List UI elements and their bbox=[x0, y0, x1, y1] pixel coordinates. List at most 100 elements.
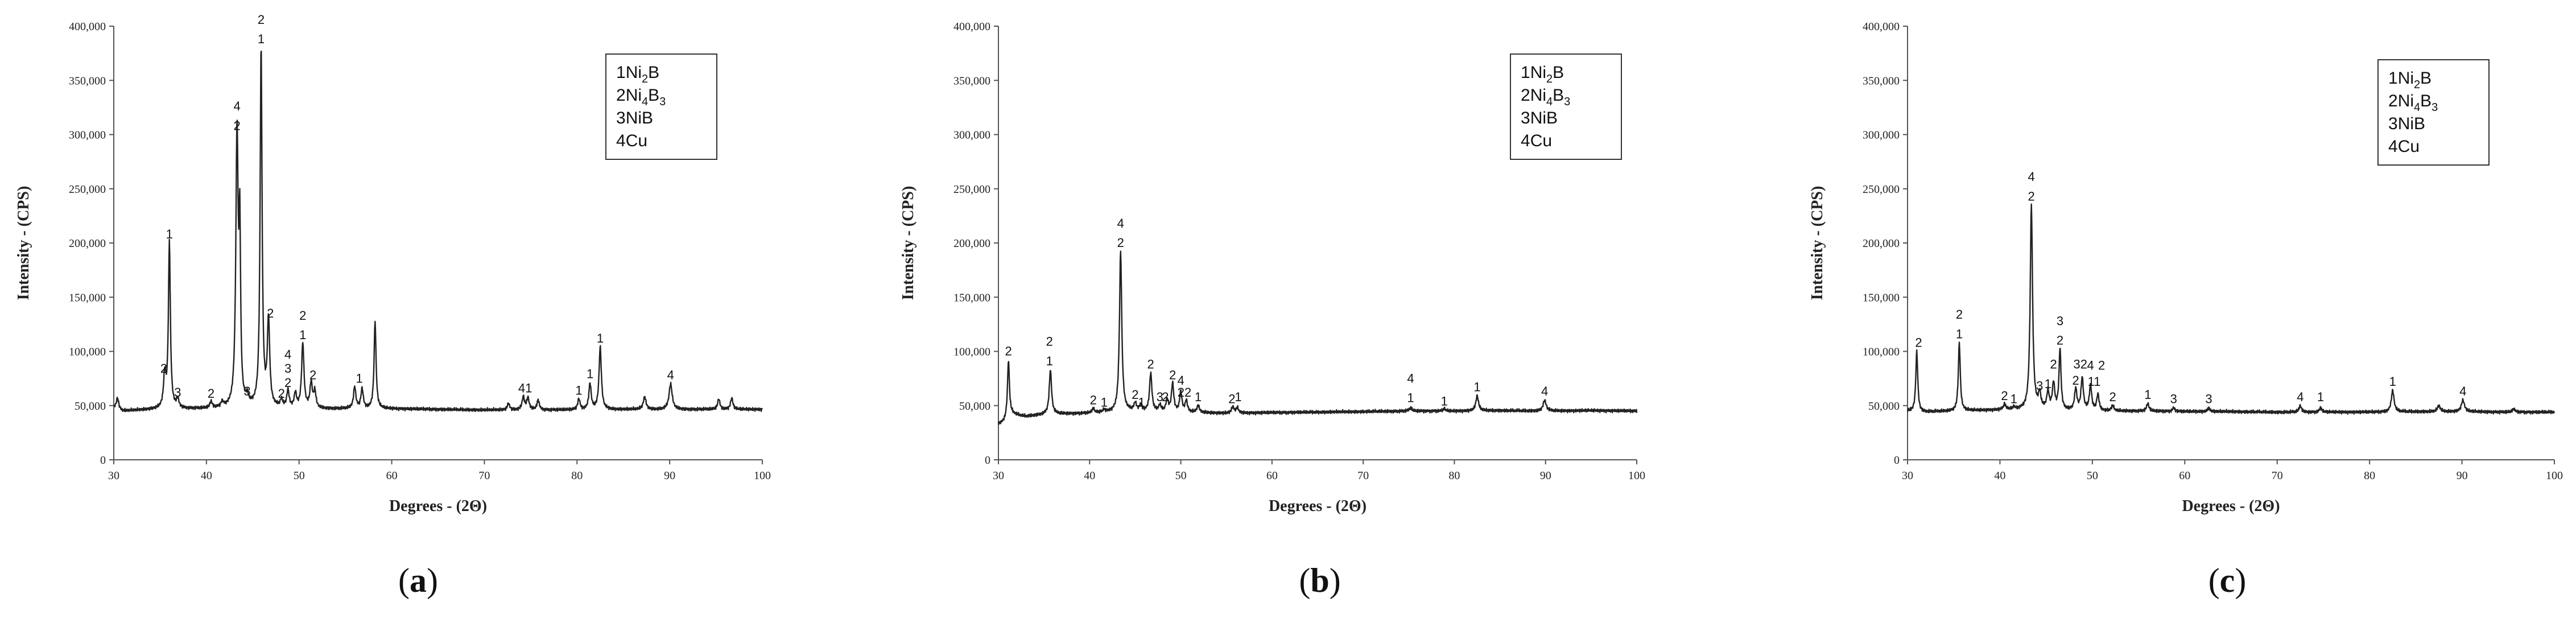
y-tick-label: 250,000 bbox=[953, 183, 990, 196]
legend-phase: NiB bbox=[1530, 109, 1558, 127]
legend-number: 4 bbox=[616, 131, 626, 150]
y-tick-label: 350,000 bbox=[953, 75, 990, 87]
peak-label: 1 bbox=[1441, 394, 1448, 408]
caption-paren-open: ( bbox=[2208, 562, 2220, 599]
x-tick-label: 90 bbox=[1540, 469, 1551, 482]
legend-subscript: 4 bbox=[2414, 101, 2420, 114]
peak-label: 4 bbox=[284, 347, 291, 361]
x-tick-label: 30 bbox=[1902, 469, 1913, 482]
legend-phase-b: B bbox=[1553, 86, 1564, 105]
legend-number: 2 bbox=[616, 86, 626, 105]
peak-label: 1 bbox=[258, 32, 265, 46]
legend-phase: Ni bbox=[2398, 69, 2414, 88]
caption-letter: b bbox=[1310, 562, 1329, 599]
peak-label: 2 bbox=[1915, 336, 1922, 350]
x-tick-label: 40 bbox=[1994, 469, 2005, 482]
peak-label: 1 bbox=[1046, 354, 1053, 368]
peak-label: 11 bbox=[2088, 374, 2101, 389]
legend-phase-b: B bbox=[2420, 69, 2431, 88]
y-tick-label: 50,000 bbox=[959, 400, 990, 413]
legend-number: 4 bbox=[2388, 137, 2398, 156]
peak-label: 1 bbox=[587, 367, 593, 381]
peak-label: 3 bbox=[284, 361, 291, 376]
x-tick-label: 30 bbox=[108, 469, 119, 482]
y-tick-label: 100,000 bbox=[953, 346, 990, 359]
peak-label: 41 bbox=[518, 381, 532, 395]
y-tick-label: 200,000 bbox=[1863, 237, 1900, 250]
y-tick-label: 300,000 bbox=[1863, 129, 1900, 142]
y-tick-label: 0 bbox=[100, 454, 106, 467]
peak-label: 3 bbox=[2036, 379, 2043, 393]
y-tick-label: 300,000 bbox=[69, 129, 106, 142]
y-tick-label: 250,000 bbox=[69, 183, 106, 196]
peak-label: 2 bbox=[233, 119, 240, 133]
legend-phase: NiB bbox=[626, 109, 653, 127]
x-tick-label: 100 bbox=[1628, 469, 1645, 482]
peak-label: 3 bbox=[2205, 392, 2212, 406]
y-tick-label: 350,000 bbox=[69, 75, 106, 87]
peak-label: 2 bbox=[1005, 344, 1012, 359]
peak-label: 2 bbox=[2057, 333, 2063, 348]
y-tick-label: 400,000 bbox=[69, 20, 106, 33]
peak-label: 2 bbox=[2050, 357, 2057, 372]
y-tick-label: 350,000 bbox=[1863, 75, 1900, 87]
xrd-spectrum-line bbox=[1906, 203, 2556, 415]
y-axis-title: Intensity - (CPS) bbox=[1809, 186, 1826, 300]
x-tick-label: 50 bbox=[2087, 469, 2098, 482]
x-tick-label: 50 bbox=[1175, 469, 1187, 482]
peak-label: 3 bbox=[243, 384, 250, 398]
y-axis-title: Intensity - (CPS) bbox=[899, 186, 917, 300]
peak-label: 1 bbox=[2045, 377, 2051, 391]
peak-label: 2 bbox=[1228, 392, 1235, 406]
peak-label: 1 bbox=[2317, 390, 2324, 404]
y-tick-label: 150,000 bbox=[953, 291, 990, 304]
legend-phase-b: B bbox=[648, 86, 659, 105]
legend-subscript: 3 bbox=[1564, 96, 1570, 108]
legend-subscript: 2 bbox=[1546, 73, 1553, 85]
legend-phase-b: B bbox=[2420, 92, 2431, 110]
y-tick-label: 50,000 bbox=[1868, 400, 1900, 413]
peak-label: 4 bbox=[2459, 384, 2466, 398]
peak-label: 2 bbox=[1046, 335, 1053, 349]
peak-label: 3 bbox=[174, 385, 181, 399]
peak-label: 2 bbox=[299, 308, 306, 323]
y-axis-title: Intensity - (CPS) bbox=[15, 186, 32, 300]
legend-phase: Cu bbox=[2398, 137, 2420, 156]
legend-phase: Ni bbox=[2398, 92, 2414, 110]
y-tick-label: 200,000 bbox=[69, 237, 106, 250]
legend-number: 4 bbox=[1521, 131, 1530, 150]
legend-subscript: 2 bbox=[2414, 79, 2420, 91]
legend-entry: 1Ni2B bbox=[1521, 63, 1564, 85]
y-tick-label: 50,000 bbox=[75, 400, 106, 413]
legend-number: 3 bbox=[1521, 109, 1530, 127]
peak-label: 3 bbox=[2170, 392, 2177, 406]
y-tick-label: 100,000 bbox=[69, 346, 106, 359]
peak-label: 2 bbox=[258, 13, 265, 27]
legend-number: 3 bbox=[2388, 114, 2398, 133]
peak-label: 1 bbox=[1195, 390, 1202, 404]
legend-subscript: 4 bbox=[1546, 96, 1553, 108]
peak-label: 2 bbox=[1956, 307, 1963, 322]
peak-label: 1 bbox=[1407, 391, 1414, 405]
legend-phase: Ni bbox=[626, 63, 642, 82]
peak-label: 4 bbox=[1117, 216, 1124, 230]
legend-number: 1 bbox=[2388, 69, 2398, 88]
peak-label: 1 bbox=[1473, 380, 1480, 394]
legend-entry: 4Cu bbox=[2388, 137, 2420, 156]
peak-label: 2 bbox=[208, 386, 214, 401]
legend-subscript: 4 bbox=[642, 96, 648, 108]
peak-label: 2 bbox=[309, 368, 316, 382]
legend-subscript: 3 bbox=[659, 96, 666, 108]
legend-subscript: 2 bbox=[642, 73, 648, 85]
peak-label: 2 bbox=[267, 306, 274, 320]
peak-label: 1 bbox=[1101, 395, 1108, 409]
x-tick-label: 80 bbox=[1448, 469, 1460, 482]
peak-label: 4 bbox=[2028, 170, 2035, 184]
peak-label: 1 bbox=[356, 371, 362, 385]
legend-phase: Cu bbox=[626, 131, 647, 150]
xrd-panel-b: 0 50,000 100,000 150,000 200,000 250,000 300,0… bbox=[899, 20, 1645, 599]
x-tick-label: 90 bbox=[664, 469, 675, 482]
caption-paren-open: ( bbox=[1299, 562, 1310, 599]
xrd-spectrum-line bbox=[997, 250, 1638, 425]
peak-label: 1 bbox=[2011, 392, 2017, 406]
